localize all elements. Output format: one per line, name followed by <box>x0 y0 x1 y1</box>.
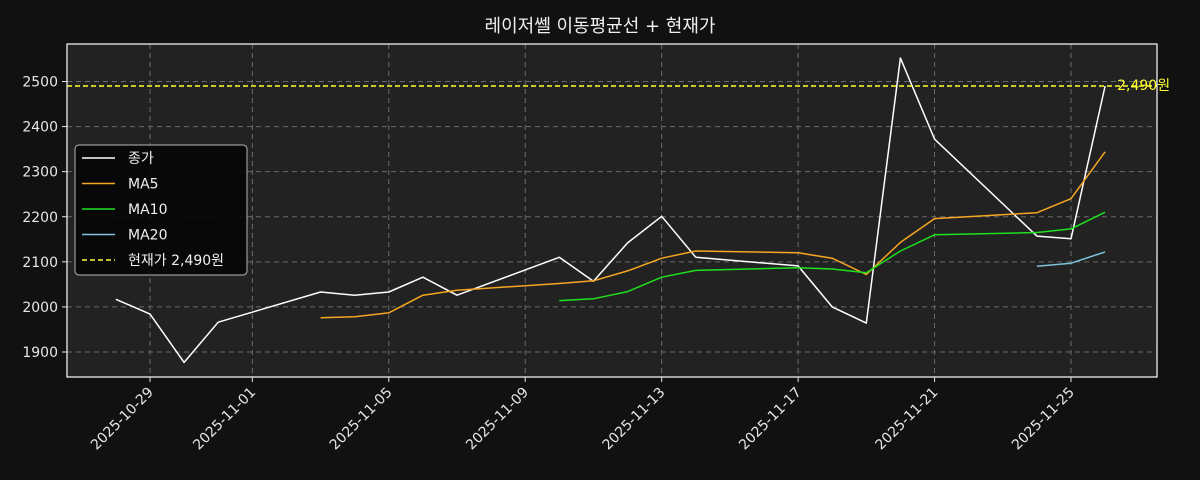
x-tick-label: 2025-11-01 <box>190 385 259 454</box>
plot-frame <box>66 43 1158 378</box>
x-tick-label: 2025-11-21 <box>873 385 942 454</box>
series-lines <box>115 57 1106 364</box>
legend-box <box>74 144 248 276</box>
x-tick-label: 2025-11-09 <box>463 385 532 454</box>
series-ma20 <box>1036 251 1106 268</box>
legend-label: MA10 <box>128 202 167 218</box>
x-tick-label: 2025-11-25 <box>1009 385 1078 454</box>
x-axis: 2025-10-29 2025-11-01 2025-11-05 2025-11-09… <box>88 377 1078 453</box>
y-tick-label: 1900 <box>22 345 58 361</box>
y-tick-label: 2000 <box>22 300 58 316</box>
legend-label: MA5 <box>128 177 159 193</box>
series-종가 <box>115 57 1106 364</box>
y-axis: 1900 2000 2100 2200 2300 2400 2500 <box>22 75 67 361</box>
y-tick-label: 2300 <box>22 165 58 181</box>
x-tick-label: 2025-11-13 <box>600 385 669 454</box>
series-ma5 <box>320 151 1106 319</box>
legend-label: MA20 <box>128 228 167 244</box>
chart-title: 레이저쎌 이동평균선 + 현재가 <box>484 16 716 37</box>
x-tick-label: 2025-11-17 <box>736 385 805 454</box>
y-tick-label: 2100 <box>22 255 58 271</box>
y-tick-label: 2500 <box>22 75 58 91</box>
legend-label: 종가 <box>128 151 154 167</box>
legend-label: 현재가 2,490원 <box>128 253 224 269</box>
series-ma10 <box>559 211 1106 302</box>
legend: 종가 MA5 MA10 MA20 현재가 2,490원 <box>74 144 248 276</box>
x-tick-label: 2025-10-29 <box>88 385 157 454</box>
plot-area <box>67 44 1157 377</box>
x-tick-label: 2025-11-05 <box>327 385 396 454</box>
current-price-label: 2,490원 <box>1117 78 1170 94</box>
y-tick-label: 2200 <box>22 210 58 226</box>
gridlines <box>67 44 1157 377</box>
y-tick-label: 2400 <box>22 120 58 136</box>
